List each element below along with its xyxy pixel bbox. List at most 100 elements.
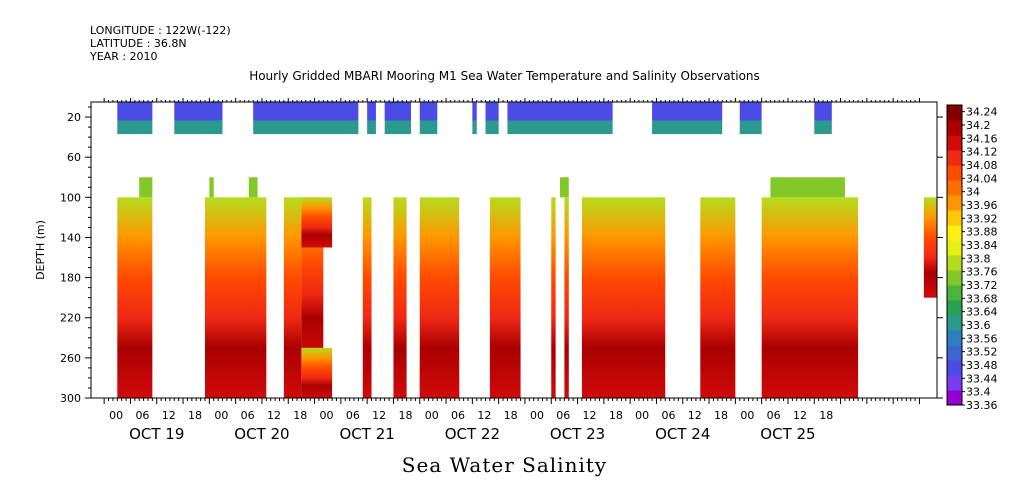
surface-salinity-band-5 bbox=[419, 102, 438, 135]
surface-salinity-band-0 bbox=[117, 102, 153, 135]
colorbar-label: 33.68 bbox=[966, 292, 998, 305]
colorbar-label: 34.04 bbox=[966, 172, 998, 185]
colorbar-label: 33.96 bbox=[966, 199, 998, 212]
y-tick-label: 100 bbox=[60, 191, 81, 204]
colorbar-label: 33.72 bbox=[966, 279, 998, 292]
colorbar-swatch-4 bbox=[947, 330, 962, 346]
salinity-column-20 bbox=[770, 177, 845, 198]
colorbar-label: 34.24 bbox=[966, 106, 998, 119]
x-tick-label: 06 bbox=[661, 409, 675, 422]
colorbar-swatch-6 bbox=[947, 300, 962, 316]
colorbar-swatch-19 bbox=[947, 105, 962, 121]
surface-salinity-band-10 bbox=[739, 102, 762, 135]
colorbar-label: 34.12 bbox=[966, 146, 998, 159]
plot-frame bbox=[90, 101, 938, 399]
salinity-column-18 bbox=[700, 197, 736, 398]
y-tick-label: 180 bbox=[60, 272, 81, 285]
x-tick-label: 06 bbox=[767, 409, 781, 422]
x-tick-label: 06 bbox=[135, 409, 149, 422]
x-tick-label: 18 bbox=[504, 409, 518, 422]
colorbar-label: 33.48 bbox=[966, 359, 998, 372]
x-tick-label: 12 bbox=[688, 409, 702, 422]
colorbar-label: 33.36 bbox=[966, 399, 998, 412]
x-tick-label: 18 bbox=[188, 409, 202, 422]
x-tick-label: 00 bbox=[740, 409, 754, 422]
x-tick-label: 18 bbox=[609, 409, 623, 422]
colorbar-swatch-8 bbox=[947, 270, 962, 286]
colorbar-swatch-11 bbox=[947, 225, 962, 241]
colorbar-swatch-12 bbox=[947, 210, 962, 226]
colorbar-label: 33.8 bbox=[966, 252, 991, 265]
x-tick-label: 12 bbox=[162, 409, 176, 422]
x-tick-label: 00 bbox=[214, 409, 228, 422]
colorbar-swatch-1 bbox=[947, 375, 962, 391]
y-tick-label: 20 bbox=[67, 111, 81, 124]
x-day-label: OCT 21 bbox=[339, 425, 394, 443]
x-tick-label: 00 bbox=[320, 409, 334, 422]
x-tick-label: 12 bbox=[372, 409, 386, 422]
salinity-column-16 bbox=[564, 197, 569, 398]
x-tick-label: 00 bbox=[635, 409, 649, 422]
latitude-label: LATITUDE : 36.8N bbox=[90, 37, 187, 50]
chart-title: Hourly Gridded MBARI Mooring M1 Sea Wate… bbox=[249, 69, 760, 83]
year-label: YEAR : 2010 bbox=[90, 50, 158, 63]
longitude-label: LONGITUDE : 122W(-122) bbox=[90, 24, 231, 37]
colorbar-label: 33.92 bbox=[966, 212, 998, 225]
surface-salinity-band-11 bbox=[814, 102, 832, 135]
x-tick-label: 06 bbox=[556, 409, 570, 422]
x-tick-label: 12 bbox=[267, 409, 281, 422]
colorbar-label: 33.6 bbox=[966, 319, 991, 332]
colorbar-swatch-2 bbox=[947, 360, 962, 376]
salinity-column-12 bbox=[419, 197, 460, 398]
colorbar-swatch-10 bbox=[947, 240, 962, 256]
salinity-column-15 bbox=[560, 177, 569, 198]
x-day-label: OCT 23 bbox=[550, 425, 605, 443]
colorbar-label: 33.52 bbox=[966, 346, 998, 359]
colorbar-label: 33.56 bbox=[966, 332, 998, 345]
colorbar-swatch-7 bbox=[947, 285, 962, 301]
surface-salinity-band-6 bbox=[472, 102, 477, 135]
surface-salinity-band-2 bbox=[253, 102, 359, 135]
salinity-column-2 bbox=[204, 197, 267, 398]
x-day-label: OCT 25 bbox=[760, 425, 815, 443]
x-tick-label: 00 bbox=[425, 409, 439, 422]
x-tick-label: 12 bbox=[477, 409, 491, 422]
salinity-column-13 bbox=[489, 197, 521, 398]
surface-salinity-band-9 bbox=[652, 102, 723, 135]
x-tick-label: 18 bbox=[293, 409, 307, 422]
x-tick-label: 12 bbox=[583, 409, 597, 422]
colorbar-swatch-3 bbox=[947, 345, 962, 361]
y-tick-label: 220 bbox=[60, 312, 81, 325]
x-tick-label: 06 bbox=[451, 409, 465, 422]
colorbar-swatch-15 bbox=[947, 165, 962, 181]
salinity-column-4 bbox=[248, 177, 258, 198]
colorbar-swatch-18 bbox=[947, 120, 962, 136]
salinity-column-14 bbox=[551, 197, 556, 398]
colorbar-label: 33.44 bbox=[966, 372, 998, 385]
colorbar-label: 34.08 bbox=[966, 159, 998, 172]
colorbar-swatch-16 bbox=[947, 150, 962, 166]
colorbar-swatch-0 bbox=[947, 390, 962, 406]
salinity-column-8 bbox=[301, 197, 333, 248]
x-tick-label: 18 bbox=[714, 409, 728, 422]
x-tick-label: 12 bbox=[793, 409, 807, 422]
salinity-column-19 bbox=[761, 197, 859, 398]
y-tick-label: 300 bbox=[60, 392, 81, 405]
x-tick-label: 00 bbox=[109, 409, 123, 422]
colorbar-swatch-17 bbox=[947, 135, 962, 151]
salinity-column-10 bbox=[393, 197, 407, 398]
y-tick-label: 60 bbox=[67, 151, 81, 164]
x-tick-label: 18 bbox=[398, 409, 412, 422]
colorbar-label: 33.64 bbox=[966, 306, 998, 319]
colorbar-swatch-13 bbox=[947, 195, 962, 211]
salinity-column-0 bbox=[117, 197, 153, 398]
colorbar-label: 33.88 bbox=[966, 226, 998, 239]
salinity-column-17 bbox=[581, 197, 666, 398]
x-tick-label: 06 bbox=[346, 409, 360, 422]
y-tick-label: 260 bbox=[60, 352, 81, 365]
salinity-column-1 bbox=[139, 177, 153, 198]
colorbar-label: 34 bbox=[966, 186, 980, 199]
y-tick-label: 140 bbox=[60, 231, 81, 244]
colorbar-label: 34.16 bbox=[966, 132, 998, 145]
